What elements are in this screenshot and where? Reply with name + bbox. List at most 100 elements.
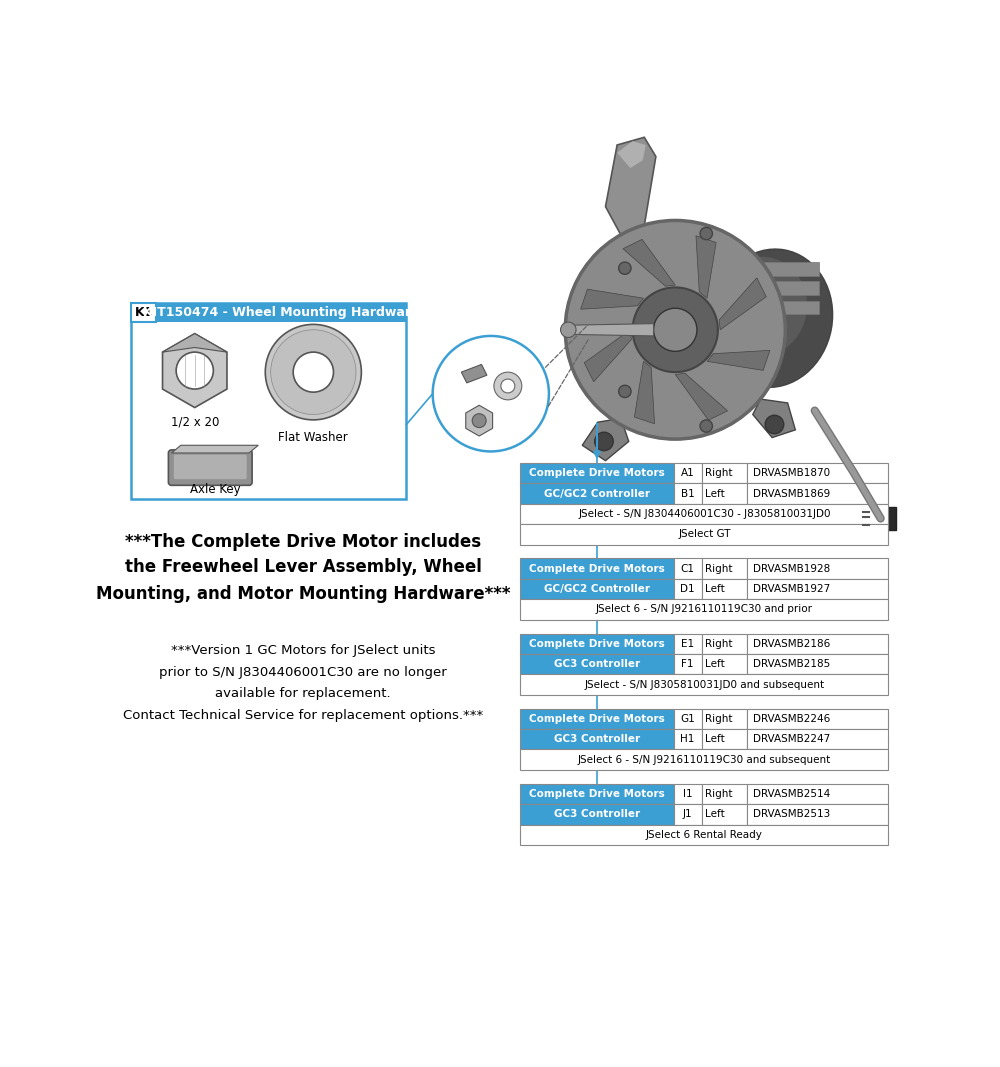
FancyBboxPatch shape	[674, 463, 702, 483]
Text: Complete Drive Motors: Complete Drive Motors	[529, 789, 665, 799]
Text: DRVASMB2246: DRVASMB2246	[753, 714, 830, 723]
Circle shape	[293, 352, 333, 393]
FancyBboxPatch shape	[520, 483, 674, 504]
FancyBboxPatch shape	[520, 524, 888, 544]
Text: prior to S/N J8304406001C30 are no longer: prior to S/N J8304406001C30 are no longe…	[159, 666, 447, 679]
Text: A1: A1	[681, 468, 695, 478]
Polygon shape	[172, 445, 258, 453]
FancyBboxPatch shape	[702, 579, 747, 600]
FancyBboxPatch shape	[702, 708, 747, 729]
Text: ***The Complete Drive Motor includes: ***The Complete Drive Motor includes	[125, 532, 481, 551]
FancyBboxPatch shape	[749, 262, 819, 276]
Circle shape	[654, 308, 697, 351]
FancyBboxPatch shape	[156, 303, 406, 322]
FancyBboxPatch shape	[702, 483, 747, 504]
Text: DRVASMB1869: DRVASMB1869	[753, 489, 830, 498]
FancyBboxPatch shape	[747, 579, 888, 600]
Text: Right: Right	[705, 468, 733, 478]
FancyBboxPatch shape	[520, 708, 674, 729]
FancyBboxPatch shape	[674, 708, 702, 729]
Circle shape	[619, 262, 631, 274]
Polygon shape	[675, 373, 728, 420]
Text: GC3 Controller: GC3 Controller	[554, 809, 640, 819]
Polygon shape	[623, 239, 675, 286]
FancyBboxPatch shape	[702, 654, 747, 674]
Polygon shape	[571, 323, 654, 336]
Polygon shape	[606, 138, 671, 257]
Text: Flat Washer: Flat Washer	[278, 431, 348, 444]
FancyBboxPatch shape	[674, 729, 702, 749]
Text: Mounting, and Motor Mounting Hardware***: Mounting, and Motor Mounting Hardware***	[96, 585, 511, 603]
Text: available for replacement.: available for replacement.	[215, 687, 391, 701]
FancyBboxPatch shape	[702, 729, 747, 749]
FancyBboxPatch shape	[702, 558, 747, 579]
FancyBboxPatch shape	[747, 805, 888, 825]
Circle shape	[561, 322, 576, 337]
FancyBboxPatch shape	[520, 558, 674, 579]
FancyBboxPatch shape	[747, 463, 888, 483]
FancyBboxPatch shape	[702, 463, 747, 483]
Text: K1: K1	[134, 306, 153, 319]
Text: Left: Left	[705, 809, 725, 819]
Text: ***Version 1 GC Motors for JSelect units: ***Version 1 GC Motors for JSelect units	[171, 644, 436, 657]
Polygon shape	[584, 330, 631, 382]
FancyBboxPatch shape	[674, 483, 702, 504]
FancyBboxPatch shape	[674, 634, 702, 654]
Text: DRVASMB1870: DRVASMB1870	[753, 468, 830, 478]
Text: B1: B1	[681, 489, 695, 498]
Text: C1: C1	[681, 563, 695, 574]
Text: I1: I1	[683, 789, 692, 799]
Polygon shape	[634, 362, 655, 424]
Polygon shape	[696, 236, 716, 298]
FancyBboxPatch shape	[753, 282, 819, 296]
Text: Right: Right	[705, 714, 733, 723]
Text: JSelect - S/N J8304406001C30 - J8305810031JD0: JSelect - S/N J8304406001C30 - J83058100…	[578, 509, 831, 519]
FancyBboxPatch shape	[747, 783, 888, 805]
Circle shape	[633, 287, 718, 372]
FancyBboxPatch shape	[131, 303, 156, 322]
Text: D1: D1	[680, 584, 695, 594]
Text: the Freewheel Lever Assembly, Wheel: the Freewheel Lever Assembly, Wheel	[125, 558, 482, 576]
Circle shape	[265, 324, 361, 420]
FancyBboxPatch shape	[747, 558, 888, 579]
Text: GC3 Controller: GC3 Controller	[554, 734, 640, 744]
Text: DRVASMB2513: DRVASMB2513	[753, 809, 830, 819]
FancyBboxPatch shape	[520, 825, 888, 845]
Text: DRVASMB2186: DRVASMB2186	[753, 639, 830, 649]
FancyBboxPatch shape	[520, 600, 888, 620]
Circle shape	[700, 420, 712, 432]
FancyBboxPatch shape	[520, 579, 674, 600]
Polygon shape	[617, 141, 646, 169]
Text: JSelect 6 - S/N J9216110119C30 and prior: JSelect 6 - S/N J9216110119C30 and prior	[596, 605, 813, 615]
FancyBboxPatch shape	[520, 805, 674, 825]
Polygon shape	[163, 334, 227, 408]
Text: E1: E1	[681, 639, 694, 649]
FancyBboxPatch shape	[674, 805, 702, 825]
FancyBboxPatch shape	[702, 805, 747, 825]
Polygon shape	[753, 399, 795, 437]
Text: J1: J1	[683, 809, 692, 819]
Circle shape	[595, 432, 613, 450]
Circle shape	[176, 352, 213, 389]
Circle shape	[565, 221, 785, 440]
FancyBboxPatch shape	[674, 558, 702, 579]
FancyBboxPatch shape	[747, 634, 888, 654]
Text: Right: Right	[705, 789, 733, 799]
FancyBboxPatch shape	[520, 749, 888, 769]
Text: Complete Drive Motors: Complete Drive Motors	[529, 714, 665, 723]
Text: DRVASMB2247: DRVASMB2247	[753, 734, 830, 744]
FancyBboxPatch shape	[757, 301, 819, 315]
FancyBboxPatch shape	[702, 634, 747, 654]
Circle shape	[501, 379, 515, 393]
Text: Left: Left	[705, 659, 725, 669]
Polygon shape	[707, 350, 770, 370]
Text: DRVASMB2185: DRVASMB2185	[753, 659, 830, 669]
FancyBboxPatch shape	[520, 783, 674, 805]
Polygon shape	[581, 289, 643, 309]
FancyBboxPatch shape	[674, 783, 702, 805]
Ellipse shape	[712, 250, 833, 387]
Text: Right: Right	[705, 639, 733, 649]
Text: Complete Drive Motors: Complete Drive Motors	[529, 639, 665, 649]
Circle shape	[433, 336, 549, 451]
Text: GC/GC2 Controller: GC/GC2 Controller	[544, 489, 650, 498]
